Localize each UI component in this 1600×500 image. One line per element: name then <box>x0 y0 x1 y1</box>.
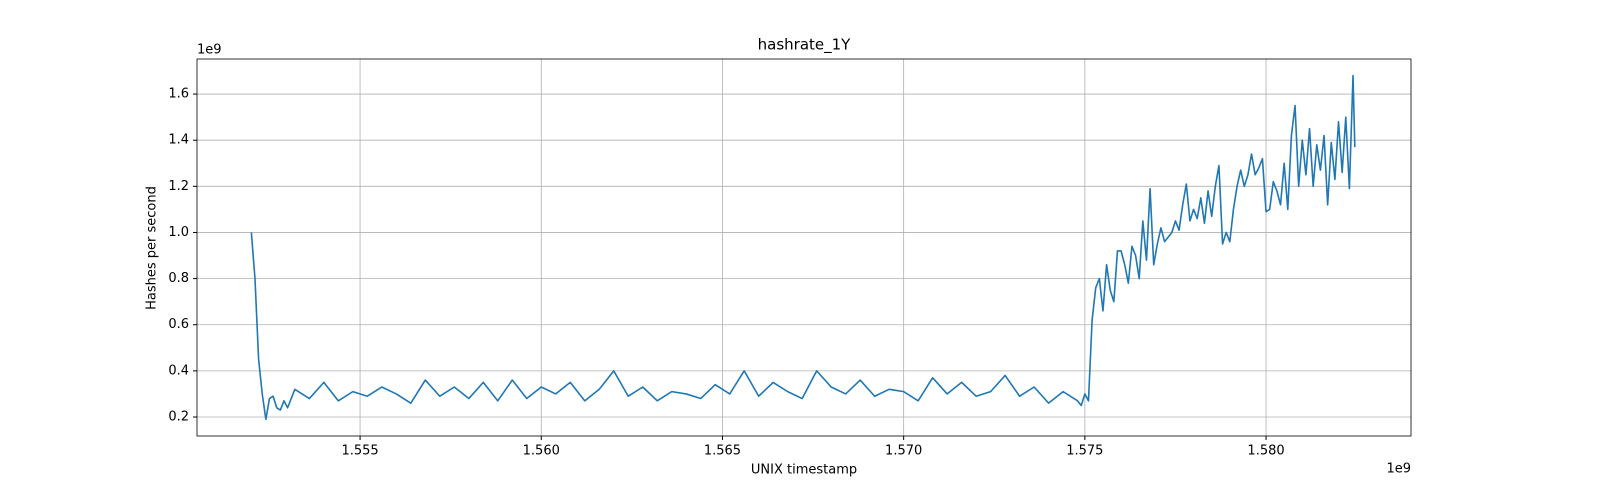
y-tick-label: 1.4 <box>168 133 189 148</box>
x-tick-label: 1.570 <box>885 444 922 459</box>
plot-frame <box>196 58 1412 437</box>
x-tick-label: 1.560 <box>523 444 560 459</box>
y-offset-label: 1e9 <box>197 43 222 58</box>
y-tick-label: 0.8 <box>168 271 189 286</box>
x-axis-label: UNIX timestamp <box>751 463 857 478</box>
x-offset-label: 1e9 <box>1386 462 1411 477</box>
data-line <box>250 74 1356 421</box>
x-tick-label: 1.555 <box>341 444 378 459</box>
x-tick-label: 1.565 <box>704 444 741 459</box>
x-tick-label: 1.580 <box>1247 444 1284 459</box>
y-tick-label: 0.4 <box>168 363 189 378</box>
y-tick-label: 0.6 <box>168 317 189 332</box>
y-tick-label: 1.2 <box>168 179 189 194</box>
y-tick-label: 1.6 <box>168 87 189 102</box>
x-tick-label: 1.575 <box>1066 444 1103 459</box>
y-tick-label: 1.0 <box>168 225 189 240</box>
chart-title: hashrate_1Y <box>758 36 852 55</box>
y-tick-label: 0.2 <box>168 409 189 424</box>
y-axis-label: Hashes per second <box>145 186 160 310</box>
